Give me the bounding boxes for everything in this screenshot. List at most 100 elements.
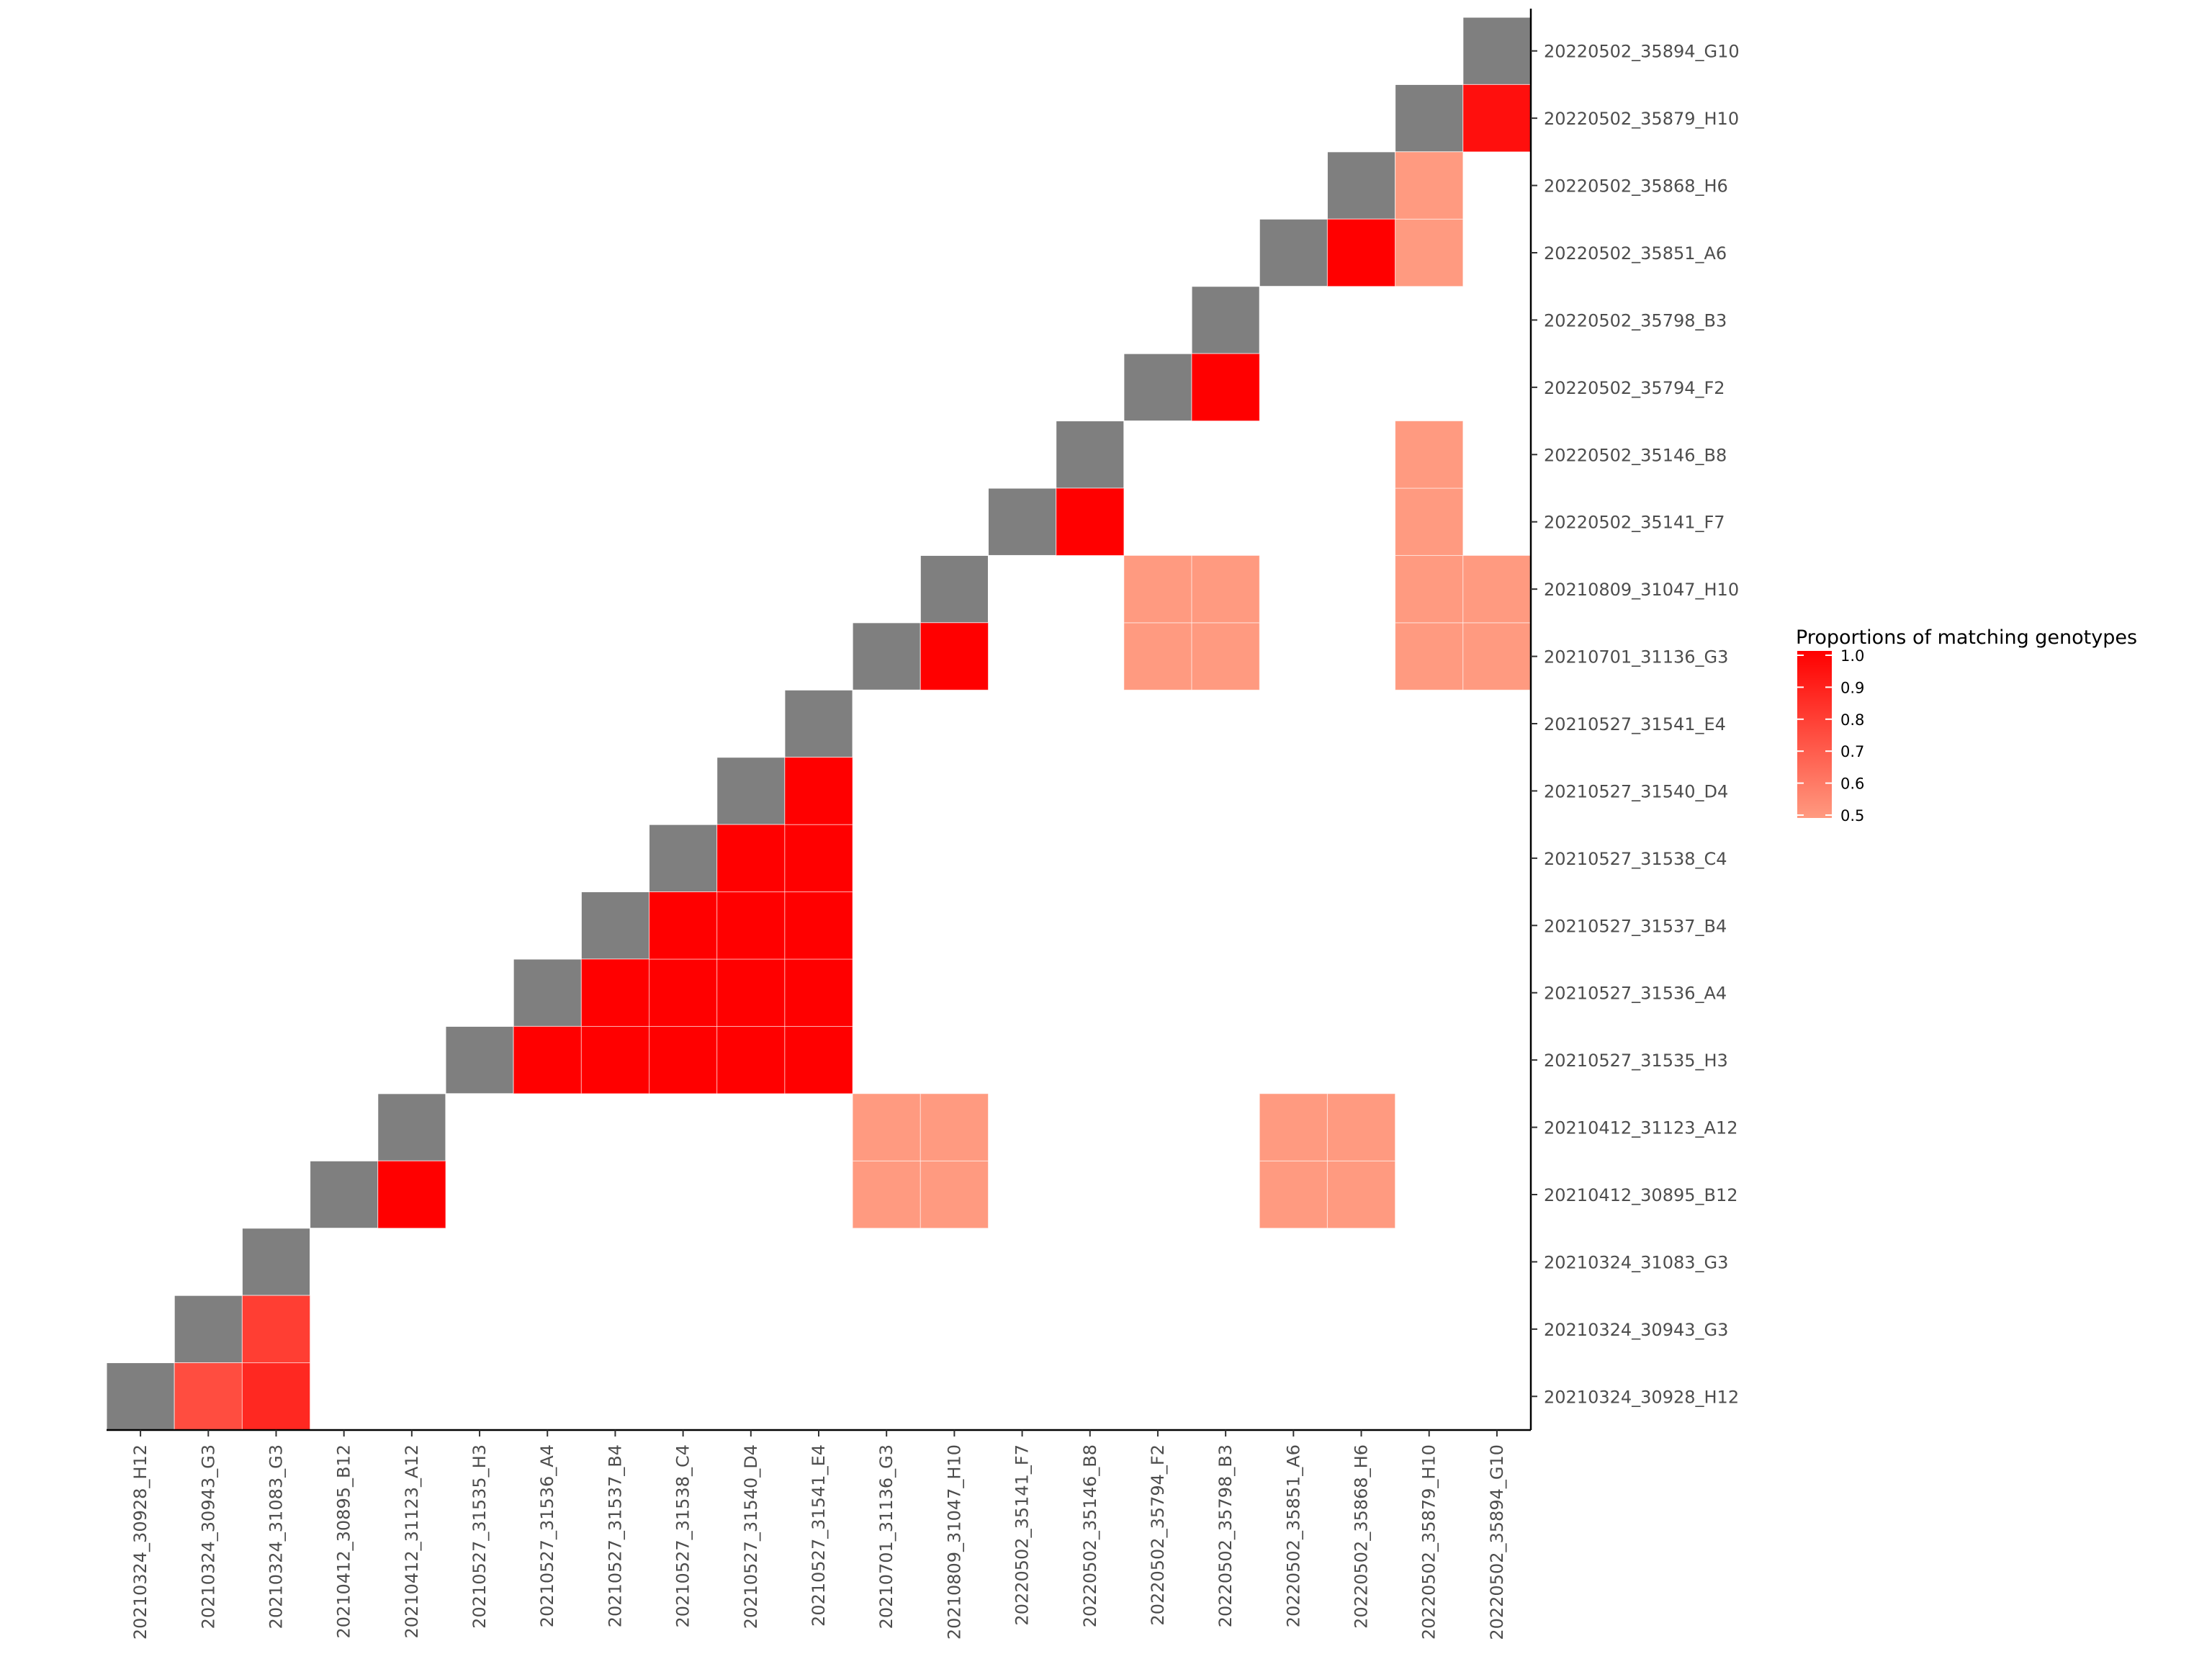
- x-axis-tick-label: 20210527_31536_A4: [537, 1444, 557, 1627]
- heatmap-cell: [580, 958, 650, 1027]
- y-axis-tick-label: 20220502_35794_F2: [1544, 378, 1725, 398]
- y-axis-tick-label: 20210527_31535_H3: [1544, 1051, 1728, 1071]
- heatmap-cell: [1395, 218, 1464, 287]
- heatmap-cell: [174, 1362, 243, 1431]
- x-axis-tick-label: 20210527_31535_H3: [469, 1444, 490, 1629]
- heatmap-cell: [377, 1160, 446, 1229]
- x-axis-tick-label: 20220502_35868_H6: [1352, 1444, 1372, 1629]
- legend-break-label: 0.7: [1840, 743, 1864, 760]
- heatmap-cell-diagonal: [649, 824, 718, 893]
- y-axis-tick-labels: 20210324_30928_H12 20210324_30943_G3 20210…: [1531, 42, 1740, 1407]
- heatmap-cell-diagonal: [377, 1093, 446, 1161]
- x-axis-tick-label: 20210527_31540_D4: [741, 1444, 761, 1629]
- heatmap-cell: [1395, 622, 1464, 691]
- heatmap-cell: [649, 891, 718, 960]
- heatmap-cell: [716, 891, 786, 960]
- x-axis-tick-label: 20220502_35851_A6: [1283, 1444, 1303, 1627]
- heatmap-cell: [649, 958, 718, 1027]
- heatmap-cell: [784, 824, 853, 893]
- y-axis-tick-label: 20210412_30895_B12: [1544, 1185, 1738, 1205]
- heatmap-cell: [1123, 622, 1192, 691]
- heatmap-cell-diagonal: [310, 1160, 379, 1229]
- y-axis-tick-label: 20210527_31536_A4: [1544, 984, 1727, 1004]
- legend-colorbar: [1797, 651, 1832, 818]
- heatmap-cell: [1395, 421, 1464, 489]
- y-axis-tick-label: 20210324_30928_H12: [1544, 1387, 1739, 1407]
- y-axis-tick-label: 20210324_30943_G3: [1544, 1320, 1728, 1340]
- legend-break-label: 0.8: [1840, 711, 1864, 729]
- x-axis-tick-label: 20210527_31537_B4: [605, 1444, 625, 1627]
- heatmap-cell: [716, 958, 786, 1027]
- heatmap-cell: [513, 1025, 582, 1094]
- heatmap-cell: [716, 1025, 786, 1094]
- x-axis-tick-label: 20210527_31538_C4: [673, 1444, 693, 1628]
- x-axis-tick-label: 20220502_35894_G10: [1487, 1444, 1507, 1640]
- heatmap-cell-diagonal: [1056, 421, 1125, 489]
- heatmap-cell-diagonal: [106, 1362, 175, 1431]
- heatmap-cell: [1056, 487, 1125, 556]
- y-axis-tick-label: 20220502_35146_B8: [1544, 445, 1727, 465]
- heatmap-cell-diagonal: [1326, 151, 1396, 220]
- x-axis-tick-label: 20220502_35141_F7: [1012, 1444, 1033, 1626]
- x-axis-tick-label: 20210412_30895_B12: [334, 1444, 354, 1639]
- heatmap-cell: [1326, 218, 1396, 287]
- heatmap-cells: [106, 17, 1532, 1431]
- heatmap-cell-diagonal: [920, 554, 989, 624]
- heatmap-cell: [241, 1362, 311, 1431]
- legend-colorbar-fill: [1797, 651, 1832, 818]
- x-axis-tick-label: 20210324_30928_H12: [130, 1444, 150, 1640]
- legend: Proportions of matching genotypes 1.0 0.9…: [1796, 626, 2137, 824]
- x-axis-tick-labels: 20210324_30928_H12 20210324_30943_G3 20210…: [130, 1430, 1507, 1640]
- heatmap-cell: [852, 1160, 921, 1229]
- heatmap-cell: [1259, 1160, 1328, 1229]
- heatmap-cell-diagonal: [580, 891, 650, 960]
- y-axis-tick-label: 20220502_35141_F7: [1544, 513, 1725, 533]
- heatmap-cell-diagonal: [852, 622, 921, 691]
- heatmap-cell-diagonal: [1462, 17, 1532, 85]
- legend-break-label: 0.9: [1840, 679, 1864, 696]
- x-axis-tick-label: 20210527_31541_E4: [809, 1444, 829, 1627]
- x-axis-tick-label: 20210809_31047_H10: [944, 1444, 964, 1640]
- y-axis-tick-label: 20210809_31047_H10: [1544, 580, 1739, 600]
- heatmap-cell: [1259, 1093, 1328, 1161]
- heatmap-cell: [920, 1160, 989, 1229]
- heatmap-cell: [1462, 84, 1532, 153]
- heatmap-cell-diagonal: [1395, 84, 1464, 153]
- heatmap-cell: [241, 1295, 311, 1364]
- heatmap-cell: [920, 622, 989, 691]
- y-axis-tick-label: 20220502_35894_G10: [1544, 42, 1740, 62]
- x-axis-tick-label: 20210412_31123_A12: [402, 1444, 422, 1638]
- x-axis-tick-label: 20210701_31136_G3: [876, 1444, 896, 1629]
- heatmap-cell: [649, 1025, 718, 1094]
- y-axis-tick-label: 20210527_31537_B4: [1544, 916, 1727, 936]
- x-axis-tick-label: 20210324_31083_G3: [266, 1444, 286, 1629]
- heatmap-cell-diagonal: [716, 757, 786, 825]
- y-axis-tick-label: 20210701_31136_G3: [1544, 647, 1728, 667]
- y-axis-tick-label: 20210324_31083_G3: [1544, 1252, 1728, 1272]
- heatmap-cell: [1191, 554, 1260, 624]
- heatmap-cell-diagonal: [174, 1295, 243, 1364]
- x-axis-tick-label: 20210324_30943_G3: [198, 1444, 218, 1629]
- heatmap-cell-diagonal: [1259, 218, 1328, 287]
- heatmap-cell: [852, 1093, 921, 1161]
- legend-break-label: 0.5: [1840, 807, 1864, 824]
- heatmap-cell-diagonal: [241, 1228, 311, 1296]
- heatmap-cell: [580, 1025, 650, 1094]
- y-axis-tick-label: 20220502_35851_A6: [1544, 243, 1727, 264]
- y-axis-tick-label: 20210412_31123_A12: [1544, 1118, 1737, 1138]
- y-axis-tick-label: 20210527_31538_C4: [1544, 849, 1727, 869]
- y-axis-tick-label: 20210527_31540_D4: [1544, 781, 1728, 801]
- heatmap-cell: [1395, 554, 1464, 624]
- legend-title: Proportions of matching genotypes: [1796, 626, 2137, 649]
- heatmap-cell: [1462, 622, 1532, 691]
- heatmap-cell-diagonal: [1191, 286, 1260, 354]
- heatmap-cell: [716, 824, 786, 893]
- legend-break-labels: 1.0 0.9 0.8 0.7 0.6 0.5: [1797, 647, 1864, 824]
- heatmap-cell-diagonal: [513, 958, 582, 1027]
- heatmap-cell: [784, 757, 853, 825]
- heatmap-cell: [1191, 353, 1260, 422]
- heatmap-cell: [784, 958, 853, 1027]
- y-axis-tick-label: 20210527_31541_E4: [1544, 714, 1726, 734]
- legend-break-label: 0.6: [1840, 775, 1864, 793]
